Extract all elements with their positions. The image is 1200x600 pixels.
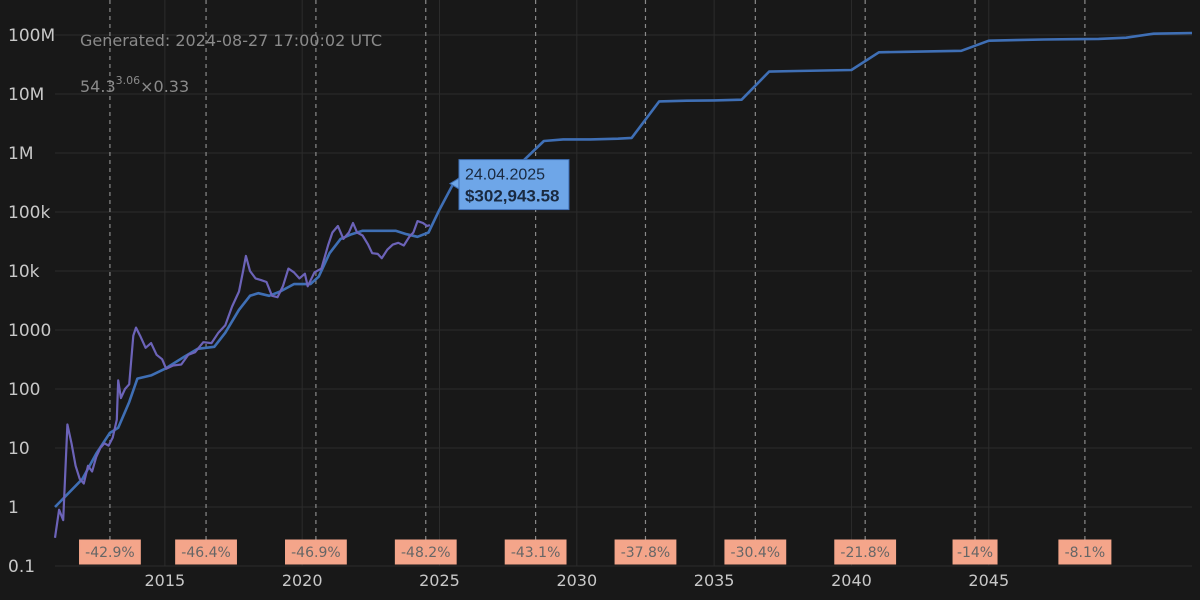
y-tick-label: 100k xyxy=(8,203,50,223)
price-series-line xyxy=(53,220,431,538)
drawdown-box xyxy=(724,539,787,565)
y-tick-label: 0.1 xyxy=(8,557,35,577)
price-tooltip: 24.04.2025 $302,943.58 xyxy=(448,159,570,211)
drawdown-marker: -30.4% xyxy=(724,539,787,565)
drawdown-label: -21.8% xyxy=(840,545,890,561)
drawdown-label: -43.1% xyxy=(511,545,561,561)
y-tick-label: 1 xyxy=(8,498,19,518)
drawdown-marker: -46.9% xyxy=(285,539,347,565)
x-tick-label: 2030 xyxy=(556,571,597,590)
x-tick-label: 2025 xyxy=(419,571,460,590)
y-tick-label: 10M xyxy=(8,85,44,105)
drawdown-marker: -43.1% xyxy=(504,539,567,565)
tooltip-date: 24.04.2025 xyxy=(465,167,545,184)
drawdown-box xyxy=(79,539,141,565)
cycle-vertical-lines xyxy=(109,0,1086,566)
y-tick-label: 10 xyxy=(8,439,30,459)
drawdown-marker: -46.4% xyxy=(175,539,237,565)
drawdown-box xyxy=(1058,539,1112,565)
drawdown-marker: -48.2% xyxy=(394,539,457,565)
drawdown-label: -14% xyxy=(957,545,993,561)
drawdown-marker: -8.1% xyxy=(1058,539,1112,565)
drawdown-marker: -14% xyxy=(952,539,998,565)
x-axis-labels: 2015 2020 2025 2030 2035 2040 2045 xyxy=(144,571,1009,590)
y-axis-labels: 0.1 1 10 100 1000 10k 100k 1M 10M 100M xyxy=(8,26,55,577)
x-tick-label: 2020 xyxy=(282,571,323,590)
drawdown-labels: -42.9% -46.4% -46.9% -48.2% -43.1% -37.8% -30.… xyxy=(79,539,1112,565)
y-tick-label: 1M xyxy=(8,144,33,164)
drawdown-box xyxy=(175,539,237,565)
drawdown-label: -8.1% xyxy=(1065,545,1106,561)
model-formula: 54.33.06×0.33 xyxy=(80,74,189,96)
drawdown-box xyxy=(394,539,457,565)
drawdown-box xyxy=(614,539,677,565)
drawdown-box xyxy=(834,539,897,565)
drawdown-label: -30.4% xyxy=(731,545,781,561)
drawdown-marker: -42.9% xyxy=(79,539,141,565)
drawdown-box xyxy=(285,539,347,565)
drawdown-label: -46.4% xyxy=(181,545,231,561)
formula-suffix: ×0.33 xyxy=(140,77,189,96)
drawdown-box xyxy=(504,539,567,565)
x-tick-label: 2015 xyxy=(144,571,185,590)
x-tick-label: 2045 xyxy=(968,571,1009,590)
formula-base: 54.3 xyxy=(80,77,116,96)
drawdown-label: -46.9% xyxy=(291,545,341,561)
x-gridlines xyxy=(164,0,990,566)
y-gridlines xyxy=(55,34,1192,567)
tooltip-box xyxy=(458,159,570,211)
drawdown-marker: -21.8% xyxy=(834,539,897,565)
tooltip-value: $302,943.58 xyxy=(465,187,560,206)
series-layer xyxy=(53,31,1193,538)
y-tick-label: 1000 xyxy=(8,321,51,341)
formula-exponent: 3.06 xyxy=(116,74,141,87)
generated-timestamp: Generated: 2024-08-27 17:00:02 UTC xyxy=(80,31,382,50)
drawdown-label: -37.8% xyxy=(621,545,671,561)
drawdown-marker: -37.8% xyxy=(614,539,677,565)
y-tick-label: 100 xyxy=(8,380,40,400)
y-tick-label: 100M xyxy=(8,26,55,46)
drawdown-label: -42.9% xyxy=(85,545,135,561)
y-tick-label: 10k xyxy=(8,262,40,282)
drawdown-box xyxy=(952,539,998,565)
drawdown-label: -48.2% xyxy=(401,545,451,561)
x-tick-label: 2035 xyxy=(694,571,735,590)
x-tick-label: 2040 xyxy=(831,571,872,590)
